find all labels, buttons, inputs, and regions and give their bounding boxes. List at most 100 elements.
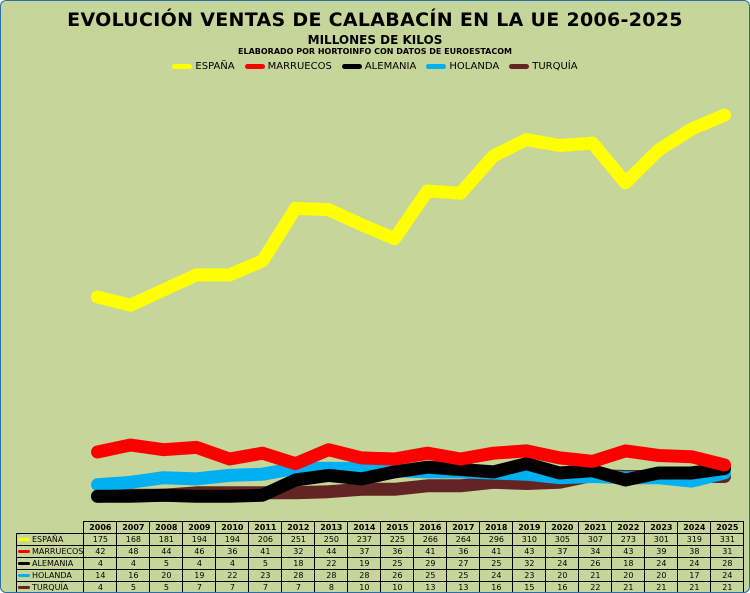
data-point-alemania-2007 [129,495,132,498]
data-point-espana-2024 [690,128,693,131]
table-legend-swatch [18,574,30,577]
data-label: 17 [677,569,712,582]
table-legend-swatch [18,550,30,553]
data-label: 36 [380,545,415,558]
table-row-label: MARRUECOS [15,545,85,558]
data-label: 43 [611,545,646,558]
data-point-espana-2008 [162,289,165,291]
data-point-marruecos-2008 [162,448,165,451]
data-label: 48 [116,545,151,558]
table-series-name: MARRUECOS [32,547,84,556]
data-point-marruecos-2012 [294,462,297,465]
data-point-alemania-2016 [426,466,429,469]
data-point-marruecos-2010 [228,458,231,460]
data-point-alemania-2023 [657,472,660,474]
data-label: 24 [545,557,580,570]
data-point-espana-2017 [459,192,462,195]
data-point-marruecos-2020 [558,456,561,459]
data-label: 206 [248,533,283,546]
x-tick-label: 2012 [281,521,316,534]
legend-swatch-espana [172,64,193,69]
data-point-espana-2007 [129,304,132,307]
data-label: 28 [347,569,382,582]
data-point-espana-2012 [294,207,297,210]
chart-title: EVOLUCIÓN VENTAS DE CALABACÍN EN LA UE 2… [67,9,683,31]
data-label: 5 [116,581,151,592]
x-tick-label: 2011 [248,521,283,534]
data-label: 23 [248,569,283,582]
table-legend-swatch [18,586,30,589]
data-label: 16 [545,581,580,592]
table-row-label: ESPAÑA [15,533,85,546]
chart-credit: ELABORADO POR HORTOINFO CON DATOS DE EUR… [238,47,512,56]
x-tick-label: 2017 [446,521,481,534]
data-label: 181 [149,533,184,546]
legend-swatch-holanda [426,64,447,69]
data-label: 22 [215,569,250,582]
data-point-holanda-2007 [129,481,132,484]
data-label: 32 [281,545,316,558]
data-label: 20 [545,569,580,582]
data-label: 18 [611,557,646,570]
legend-swatch-marruecos [244,64,265,69]
data-point-alemania-2008 [162,494,165,497]
data-point-marruecos-2009 [195,446,198,449]
data-label: 10 [380,581,415,592]
data-point-turquia-2019 [525,482,528,485]
table-row-label: TURQUÍA [15,581,85,592]
data-label: 21 [611,581,646,592]
x-tick-label: 2015 [380,521,415,534]
data-label: 4 [182,557,217,570]
data-point-marruecos-2025 [723,463,726,466]
data-point-espana-2019 [525,138,528,141]
data-point-alemania-2015 [393,470,396,473]
data-label: 194 [215,533,250,546]
data-label: 28 [314,569,349,582]
data-point-espana-2025 [723,114,726,117]
data-point-alemania-2021 [591,469,594,472]
data-label: 25 [479,557,514,570]
data-label: 23 [512,569,547,582]
data-point-holanda-2006 [96,483,99,486]
data-label: 26 [380,569,415,582]
x-tick-label: 2018 [479,521,514,534]
data-label: 20 [149,569,184,582]
x-tick-label: 2010 [215,521,250,534]
x-tick-label: 2020 [545,521,580,534]
x-tick-label: 2013 [314,521,349,534]
data-label: 7 [248,581,283,592]
data-label: 7 [215,581,250,592]
data-label: 37 [347,545,382,558]
data-point-espana-2015 [393,237,396,240]
data-point-espana-2006 [96,296,99,298]
data-point-holanda-2009 [195,477,198,480]
data-point-marruecos-2013 [327,448,330,451]
data-label: 13 [446,581,481,592]
table-row-alemania: ALEMANIA 4 4 5 4 4 5 18 22 19 25 29 27 25 32 24 26 18 24 24… [15,557,745,570]
data-point-marruecos-2016 [426,452,429,455]
x-tick-label: 2023 [644,521,679,534]
data-point-espana-2018 [492,154,495,157]
legend-label-turquia: TURQUÍA [532,61,578,72]
data-label: 225 [380,533,415,546]
x-tick-label: 2014 [347,521,382,534]
data-point-marruecos-2011 [261,452,264,455]
legend-swatch-alemania [341,64,362,69]
data-label: 28 [710,557,745,570]
data-label: 26 [578,557,613,570]
data-point-marruecos-2023 [657,454,660,457]
data-point-marruecos-2021 [591,460,594,463]
data-label: 44 [149,545,184,558]
data-label: 266 [413,533,448,546]
table-series-name: ALEMANIA [32,559,74,568]
table-row-holanda: HOLANDA 14 16 20 19 22 23 28 28 28 26 25 25 24 23 20 21 2… [15,569,745,582]
data-label: 7 [182,581,217,592]
data-point-turquia-2017 [459,484,462,487]
data-label: 175 [83,533,118,546]
data-label: 5 [248,557,283,570]
data-label: 5 [149,557,184,570]
data-label: 42 [83,545,118,558]
legend-item-turquia: TURQUÍA [509,61,578,72]
x-tick-label: 2006 [83,521,118,534]
x-tick-label: 2022 [611,521,646,534]
